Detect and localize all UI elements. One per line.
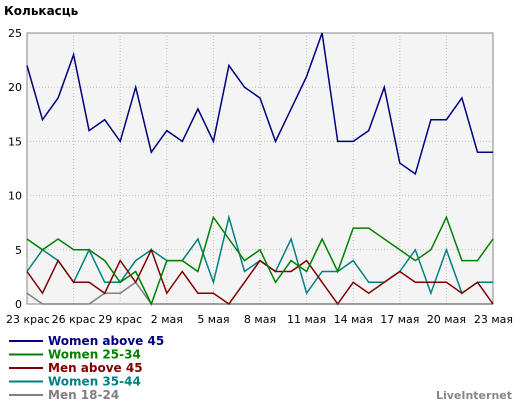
- grid: [27, 33, 493, 304]
- series-line: [26, 32, 493, 176]
- y-tick-label: 20: [8, 81, 22, 94]
- legend-label: Men 18-24: [48, 388, 119, 402]
- x-tick-label: 23 мая: [474, 313, 513, 326]
- y-axis: 0 5 10 15 20 25: [8, 27, 22, 311]
- x-tick-label: 29 крас: [98, 313, 142, 326]
- series-lines: [26, 32, 494, 306]
- legend-label: Men above 45: [48, 361, 143, 375]
- legend-label: Women 35-44: [48, 375, 141, 389]
- x-axis: 23 крас 26 крас 29 крас 2 мая 5 мая 8 мая 11 м…: [6, 313, 513, 326]
- y-tick-label: 5: [15, 244, 22, 257]
- series-line: [26, 215, 494, 306]
- x-tick-label: 11 мая: [287, 313, 326, 326]
- y-axis-title: Колькасць: [4, 4, 79, 18]
- x-tick-label: 8 мая: [244, 313, 276, 326]
- x-tick-label: 14 мая: [334, 313, 373, 326]
- y-tick-label: 10: [8, 190, 22, 203]
- y-tick-label: 15: [8, 135, 22, 148]
- x-tick-label: 2 мая: [151, 313, 183, 326]
- x-tick-label: 17 мая: [380, 313, 419, 326]
- x-tick-label: 26 крас: [52, 313, 96, 326]
- brand-label: LiveInternet: [436, 389, 512, 402]
- series-line: [26, 247, 494, 306]
- legend-label: Women 25-34: [48, 348, 141, 362]
- y-tick-label: 0: [15, 298, 22, 311]
- x-tick-label: 20 мая: [427, 313, 466, 326]
- x-tick-label: 23 крас: [6, 313, 50, 326]
- legend-label: Women above 45: [48, 334, 164, 348]
- x-tick-label: 5 мая: [197, 313, 229, 326]
- y-tick-label: 25: [8, 27, 22, 40]
